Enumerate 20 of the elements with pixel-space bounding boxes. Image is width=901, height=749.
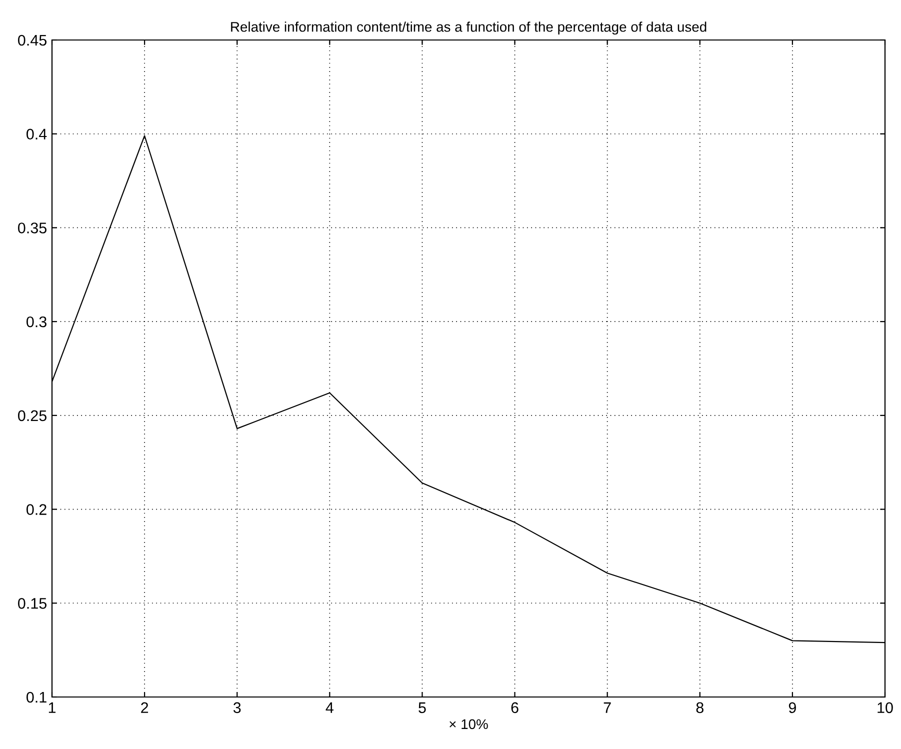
y-tick-label: 0.2 — [26, 504, 46, 515]
x-tick-label: 7 — [604, 702, 611, 713]
x-tick-label: 9 — [788, 702, 796, 714]
x-axis-title: × 10% — [450, 719, 488, 730]
x-tick-label: 1 — [48, 702, 56, 713]
y-tick-label: 0.4 — [26, 128, 47, 140]
x-tick-label: 6 — [511, 702, 518, 714]
x-tick-label: 5 — [418, 702, 426, 714]
y-tick-label: 0.35 — [18, 222, 46, 234]
y-tick-label: 0.45 — [18, 34, 46, 46]
y-tick-label: 0.15 — [18, 598, 46, 609]
x-tick-label: 3 — [233, 702, 241, 714]
x-tick-label: 10 — [878, 702, 893, 714]
x-tick-label: 8 — [696, 702, 704, 714]
x-tick-label: 4 — [326, 702, 334, 713]
y-tick-label: 0.1 — [26, 692, 46, 703]
y-tick-label: 0.25 — [18, 410, 46, 422]
chart-title: Relative information content/time as a function of the percentage of data used — [231, 22, 706, 35]
x-tick-label: 2 — [141, 702, 148, 713]
y-tick-label: 0.3 — [26, 316, 46, 328]
